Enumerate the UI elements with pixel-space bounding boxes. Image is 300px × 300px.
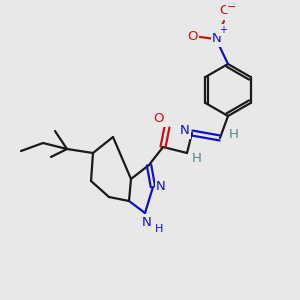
Text: N: N <box>142 217 152 230</box>
Text: N: N <box>156 181 166 194</box>
Text: O: O <box>187 29 197 43</box>
Text: H: H <box>229 128 239 140</box>
Text: N: N <box>180 124 190 137</box>
Text: −: − <box>227 2 237 12</box>
Text: N: N <box>212 32 222 46</box>
Text: +: + <box>219 25 227 35</box>
Text: H: H <box>192 152 202 166</box>
Text: H: H <box>155 224 163 234</box>
Text: O: O <box>220 4 230 17</box>
Text: O: O <box>154 112 164 125</box>
